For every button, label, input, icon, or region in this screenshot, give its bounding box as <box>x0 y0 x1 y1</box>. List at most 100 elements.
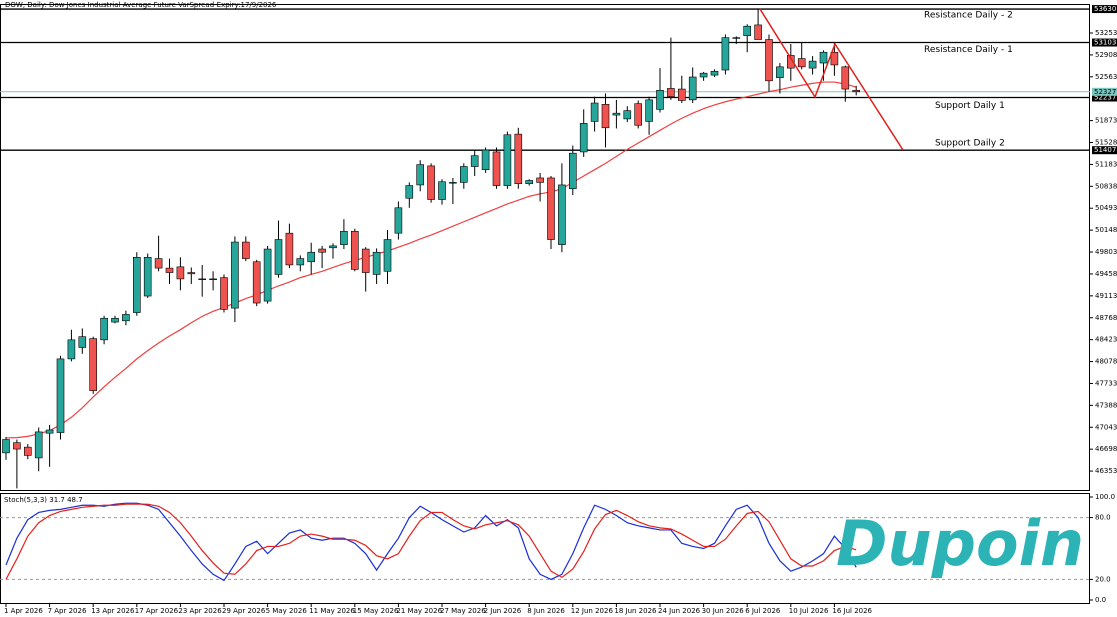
candle-body <box>677 88 686 101</box>
x-tick-label: 7 Apr 2026 <box>48 607 87 615</box>
level-price-box <box>1092 93 1117 102</box>
level-price: 52237 <box>1094 94 1116 102</box>
candle-body <box>285 232 294 266</box>
level-price: 51407 <box>1094 146 1116 154</box>
x-tick-label: 21 May 2026 <box>396 607 442 615</box>
candle-body <box>263 248 272 302</box>
level-label: Resistance Daily - 1 <box>924 45 1013 55</box>
candle-body <box>78 336 87 348</box>
candle-body <box>525 180 534 184</box>
candle-body <box>776 66 784 78</box>
candle-body <box>133 257 141 313</box>
x-tick-label: 10 Jul 2026 <box>789 607 829 615</box>
candle-body <box>819 51 828 64</box>
x-tick-label: 27 May 2026 <box>440 607 486 615</box>
candle-body <box>329 245 337 249</box>
candle-body <box>143 257 152 297</box>
x-tick-label: 16 Jul 2026 <box>832 607 872 615</box>
x-tick-label: 17 Apr 2026 <box>135 607 179 615</box>
candle-body <box>656 90 664 110</box>
candle-body <box>579 123 588 153</box>
candle-body <box>481 149 490 170</box>
candle-body <box>710 70 719 76</box>
candle-body <box>394 207 403 234</box>
x-tick-label: 24 Jun 2026 <box>658 607 701 615</box>
candle-body <box>231 241 239 309</box>
candle-body <box>198 278 206 280</box>
candle-body <box>361 248 370 273</box>
y-tick-label: 48768 <box>1095 314 1117 322</box>
candle-body <box>841 66 850 90</box>
candle-body <box>2 439 10 454</box>
candle-body <box>45 429 54 434</box>
candle-body <box>34 431 43 459</box>
candle-body <box>852 90 861 93</box>
candle-body <box>514 133 523 184</box>
candle-body <box>612 112 621 116</box>
candle-body <box>13 442 21 450</box>
candle-body <box>405 185 414 199</box>
candle-body <box>416 164 425 186</box>
y-tick-label: 48423 <box>1095 336 1117 344</box>
candle-body <box>470 155 479 167</box>
candle-body <box>340 230 348 245</box>
candle-body <box>688 76 697 101</box>
y-tick-label: 52908 <box>1095 51 1117 59</box>
candle-body <box>296 258 305 266</box>
candle-body <box>350 230 359 270</box>
candle-body <box>634 103 643 126</box>
x-tick-label: 30 Jun 2026 <box>702 607 745 615</box>
trend-line <box>759 8 904 151</box>
y-tick-label: 50148 <box>1095 226 1117 234</box>
candle-body <box>645 99 653 122</box>
stoch-tick-label: 20.0 <box>1095 575 1111 583</box>
x-tick-label: 23 Apr 2026 <box>178 607 222 615</box>
level-price-box <box>1092 38 1117 47</box>
candle-body <box>699 72 708 78</box>
candle-body <box>176 266 185 280</box>
x-tick-label: 11 May 2026 <box>309 607 355 615</box>
y-tick-label: 50493 <box>1095 204 1117 212</box>
x-tick-label: 29 Apr 2026 <box>222 607 266 615</box>
candle-body <box>765 39 773 82</box>
candle-body <box>547 177 555 240</box>
candle-body <box>56 358 65 433</box>
candle-body <box>721 37 730 71</box>
current-price-box <box>1092 87 1117 96</box>
y-tick-label: 47733 <box>1095 379 1117 387</box>
x-tick-label: 13 Apr 2026 <box>91 607 135 615</box>
level-label: Support Daily 1 <box>935 101 1005 111</box>
candle-body <box>318 248 326 253</box>
x-tick-label: 1 Apr 2026 <box>4 607 43 615</box>
candle-body <box>187 272 196 275</box>
candle-body <box>67 339 76 360</box>
stoch-tick-label: 100.0 <box>1095 493 1115 501</box>
candle-body <box>558 184 566 245</box>
candle-body <box>438 181 446 200</box>
level-price-box <box>1092 146 1117 155</box>
y-tick-label: 53253 <box>1095 29 1117 37</box>
level-price: 53103 <box>1094 39 1116 47</box>
candle-body <box>209 278 217 280</box>
moving-average <box>5 81 857 439</box>
y-tick-label: 49458 <box>1095 270 1117 278</box>
y-tick-label: 49113 <box>1095 292 1117 300</box>
candle-body <box>165 267 174 273</box>
candle-body <box>492 151 501 186</box>
level-label: Resistance Daily - 2 <box>924 11 1013 21</box>
candle-body <box>307 251 316 263</box>
x-tick-label: 2 Jun 2026 <box>484 607 522 615</box>
main-panel <box>0 4 1090 491</box>
y-tick-label: 51873 <box>1095 117 1117 125</box>
stoch-panel <box>0 493 1090 604</box>
stoch-tick-label: 0.0 <box>1095 596 1106 604</box>
y-tick-label: 48078 <box>1095 358 1117 366</box>
candle-body <box>623 110 632 120</box>
x-tick-label: 15 May 2026 <box>353 607 399 615</box>
candle-body <box>667 88 675 97</box>
y-tick-label: 51528 <box>1095 139 1117 147</box>
candle-body <box>786 55 795 69</box>
indicator-title: Stoch(5,3,3) 31.7 48.7 <box>4 496 83 504</box>
